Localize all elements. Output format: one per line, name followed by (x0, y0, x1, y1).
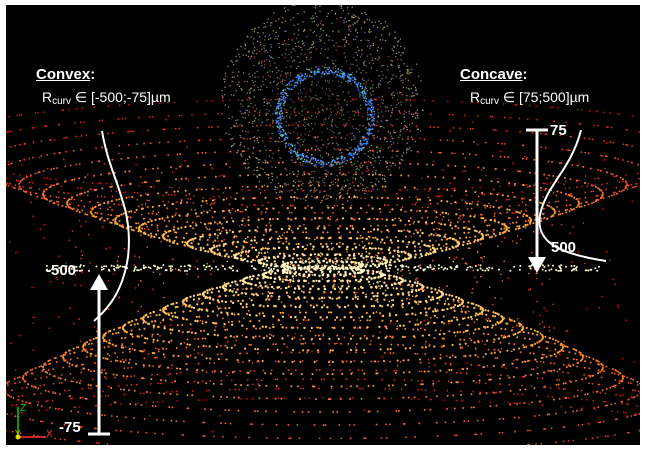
convex-profile-curve (93, 130, 130, 322)
convex-title-colon: : (90, 66, 96, 83)
render-viewport[interactable]: Convex: Rcurv ∈ [-500;-75]µm -500 -75 Co… (6, 5, 640, 445)
concave-range-subscript: curv (480, 96, 500, 107)
inner-sphere-points (274, 66, 376, 168)
concave-arrow-head (528, 257, 546, 273)
triad-x-label: X (46, 429, 53, 440)
point-cloud-scene (6, 5, 640, 445)
concave-top-value: 75 (550, 122, 567, 139)
concave-heading: Concave: (460, 66, 528, 83)
convex-top-value: -500 (46, 262, 77, 279)
outer-sphere-points (221, 5, 424, 204)
convex-range: Rcurv ∈ [-500;-75]µm (42, 89, 171, 107)
convex-range-subscript: curv (52, 96, 72, 107)
triad-z-label: Z (20, 403, 27, 414)
triad-y-label: Y (15, 429, 21, 438)
concave-title-colon: : (522, 66, 528, 83)
convex-range-symbol: R (42, 89, 53, 105)
convex-arrow-head (90, 274, 108, 290)
concave-profile-curve (538, 129, 607, 262)
lens-surface-rings (6, 96, 640, 445)
convex-range-interval: ∈ [-500;-75]µm (71, 89, 171, 105)
convex-title: Convex (36, 66, 91, 83)
concave-range-interval: ∈ [75;500]µm (499, 89, 590, 105)
concave-range-symbol: R (470, 89, 481, 105)
concave-title: Concave (460, 66, 523, 83)
concave-bottom-value: 500 (551, 239, 577, 256)
convex-bottom-value: -75 (59, 419, 81, 436)
convex-heading: Convex: (36, 66, 95, 83)
concave-range: Rcurv ∈ [75;500]µm (470, 89, 589, 107)
triad-origin (15, 434, 21, 440)
